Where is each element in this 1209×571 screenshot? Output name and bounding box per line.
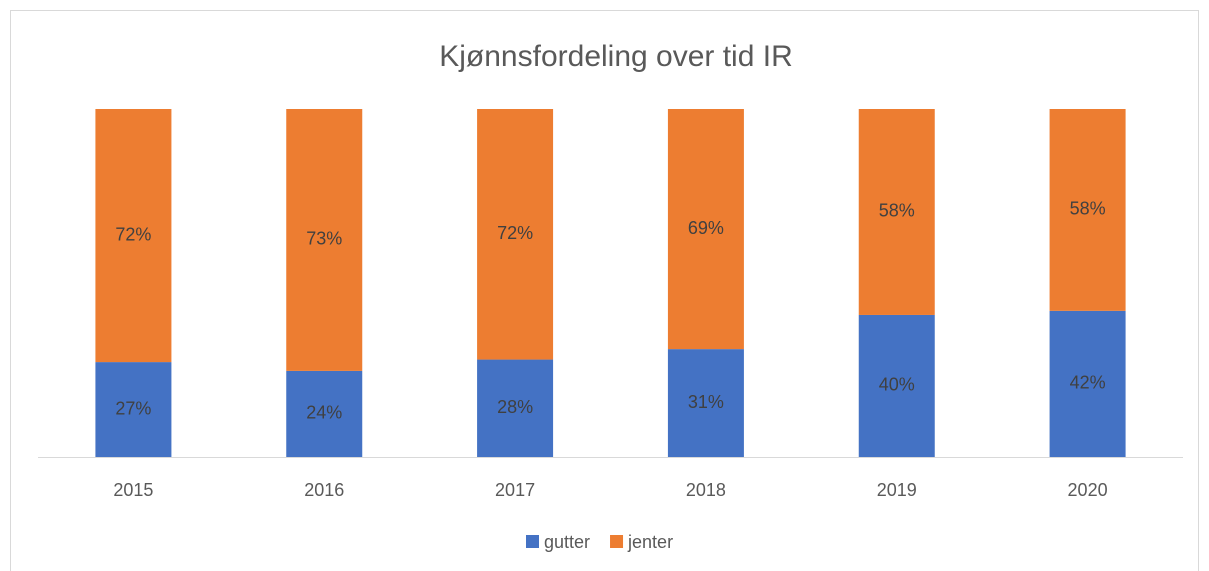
bar-segment (1049, 310, 1126, 457)
bar-segment (858, 109, 935, 315)
data-label: 42% (1070, 373, 1106, 393)
bar-segment (667, 349, 744, 457)
data-label: 40% (879, 375, 915, 395)
x-tick-label: 2017 (495, 480, 535, 500)
bar-segment (286, 109, 363, 371)
data-label: 73% (306, 229, 342, 249)
bar-segment (858, 314, 935, 457)
data-label: 28% (497, 397, 533, 417)
data-label: 72% (115, 224, 151, 244)
bar-segment (667, 109, 744, 350)
bar-segment (286, 370, 363, 457)
data-label: 31% (688, 392, 724, 412)
bar-segment (477, 359, 554, 457)
x-tick-label: 2015 (113, 480, 153, 500)
legend-swatch (526, 535, 539, 548)
legend-label: gutter (544, 532, 590, 552)
data-label: 58% (879, 201, 915, 221)
data-label: 27% (115, 398, 151, 418)
x-tick-label: 2019 (877, 480, 917, 500)
chart-border (10, 10, 1199, 571)
legend-label: jenter (627, 532, 673, 552)
data-label: 24% (306, 403, 342, 423)
bar-segment (477, 109, 554, 360)
data-label: 69% (688, 218, 724, 238)
legend-swatch (610, 535, 624, 548)
x-tick-label: 2020 (1068, 480, 1108, 500)
bar-segment (1049, 109, 1126, 311)
chart-title: Kjønnsfordeling over tid IR (439, 40, 793, 73)
bar-segment (95, 362, 172, 457)
x-tick-label: 2016 (304, 480, 344, 500)
bar-segment (95, 109, 172, 363)
x-tick-label: 2018 (686, 480, 726, 500)
data-label: 72% (497, 223, 533, 243)
data-label: 58% (1070, 199, 1106, 219)
